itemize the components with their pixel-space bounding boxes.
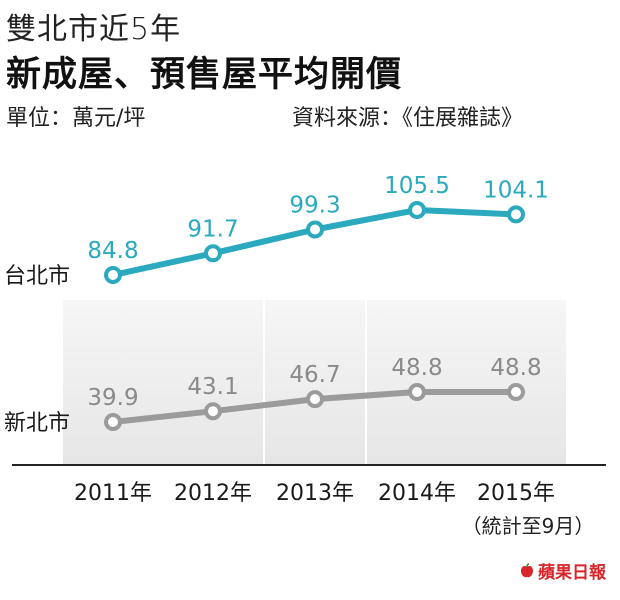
brand-logo: 蘋果日報 [519, 558, 606, 583]
column-band [367, 300, 467, 465]
data-label: 48.8 [490, 355, 541, 381]
data-point [507, 383, 525, 401]
x-tick-label: 2011年 [74, 481, 152, 506]
source-label: 資料來源：《住展雜誌》 [292, 106, 524, 131]
data-label: 43.1 [187, 374, 238, 400]
x-tick-label: 2013年 [276, 481, 354, 506]
data-point [104, 413, 122, 431]
data-point [408, 201, 426, 219]
x-tick-label: 2014年 [378, 481, 456, 506]
series-label: 台北市 [4, 264, 70, 289]
apple-icon [521, 562, 533, 577]
data-label: 104.1 [483, 177, 549, 203]
x-tick-label: 2012年 [174, 481, 252, 506]
data-point [507, 205, 525, 224]
series-line [110, 207, 519, 278]
column-band [163, 300, 263, 465]
data-point [204, 402, 222, 421]
column-band [265, 300, 365, 465]
data-point [408, 383, 426, 401]
data-label: 99.3 [289, 193, 340, 219]
data-label: 91.7 [187, 216, 238, 242]
data-label: 84.8 [87, 238, 138, 264]
data-label: 48.8 [391, 355, 442, 381]
x-axis-note: （統計至9月） [462, 514, 595, 538]
column-band [63, 300, 163, 465]
brand-name: 蘋果日報 [538, 563, 606, 583]
series-label: 新北市 [4, 411, 70, 436]
data-point [306, 390, 324, 409]
chart-title: 新成屋、預售屋平均開價 [6, 54, 403, 95]
column-band [466, 300, 566, 465]
x-tick-label: 2015年 [477, 481, 555, 506]
data-label: 105.5 [384, 173, 450, 199]
data-label: 39.9 [87, 385, 138, 411]
chart-subtitle: 雙北市近5年 [6, 12, 182, 47]
data-label: 46.7 [289, 362, 340, 388]
unit-label: 單位：萬元/坪 [6, 106, 146, 131]
data-point [204, 244, 222, 263]
data-point [104, 266, 122, 284]
data-point [306, 220, 324, 239]
